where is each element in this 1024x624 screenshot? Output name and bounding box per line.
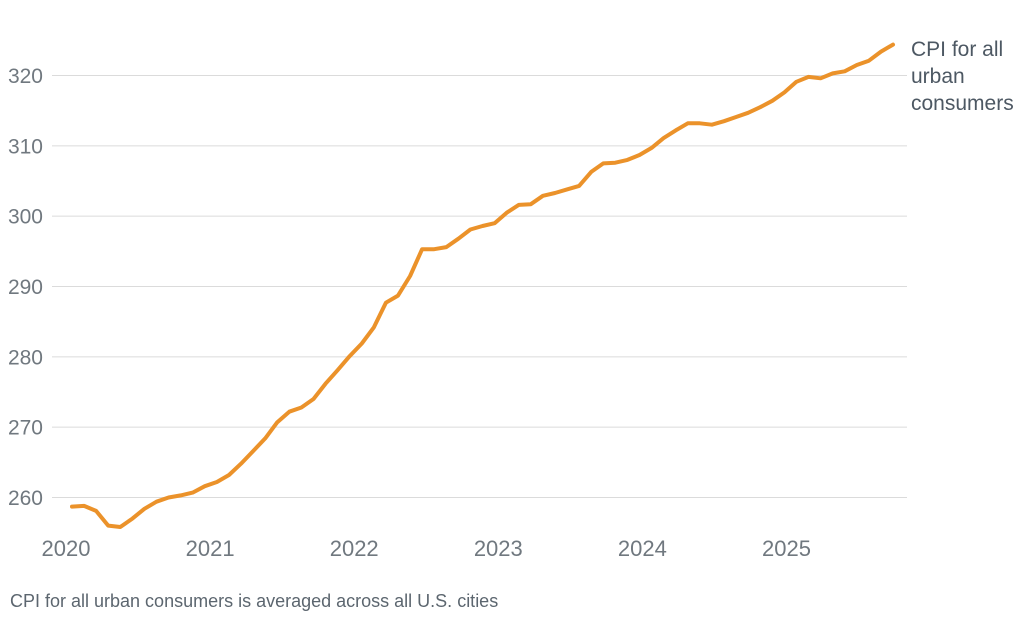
x-axis-tick-label: 2024	[618, 536, 667, 561]
series-label: CPI for all urban consumers	[911, 38, 1014, 115]
y-axis-tick-label: 280	[8, 346, 43, 369]
chart-caption: CPI for all urban consumers is averaged …	[10, 591, 499, 611]
cpi-line-series	[70, 42, 895, 529]
y-axis-tick-label: 290	[8, 276, 43, 299]
y-axis-tick-label: 270	[8, 417, 43, 440]
y-axis-tick-label: 260	[8, 487, 43, 510]
x-axis-tick-label: 2025	[762, 536, 811, 561]
x-axis-tick-label: 2021	[186, 536, 235, 561]
x-axis-tick-label: 2023	[474, 536, 523, 561]
y-axis-tick-label: 310	[8, 135, 43, 158]
x-axis-tick-label: 2020	[42, 536, 91, 561]
y-axis-tick-label: 300	[8, 206, 43, 229]
y-axis-tick-label: 320	[8, 65, 43, 88]
x-axis-tick-label: 2022	[330, 536, 379, 561]
